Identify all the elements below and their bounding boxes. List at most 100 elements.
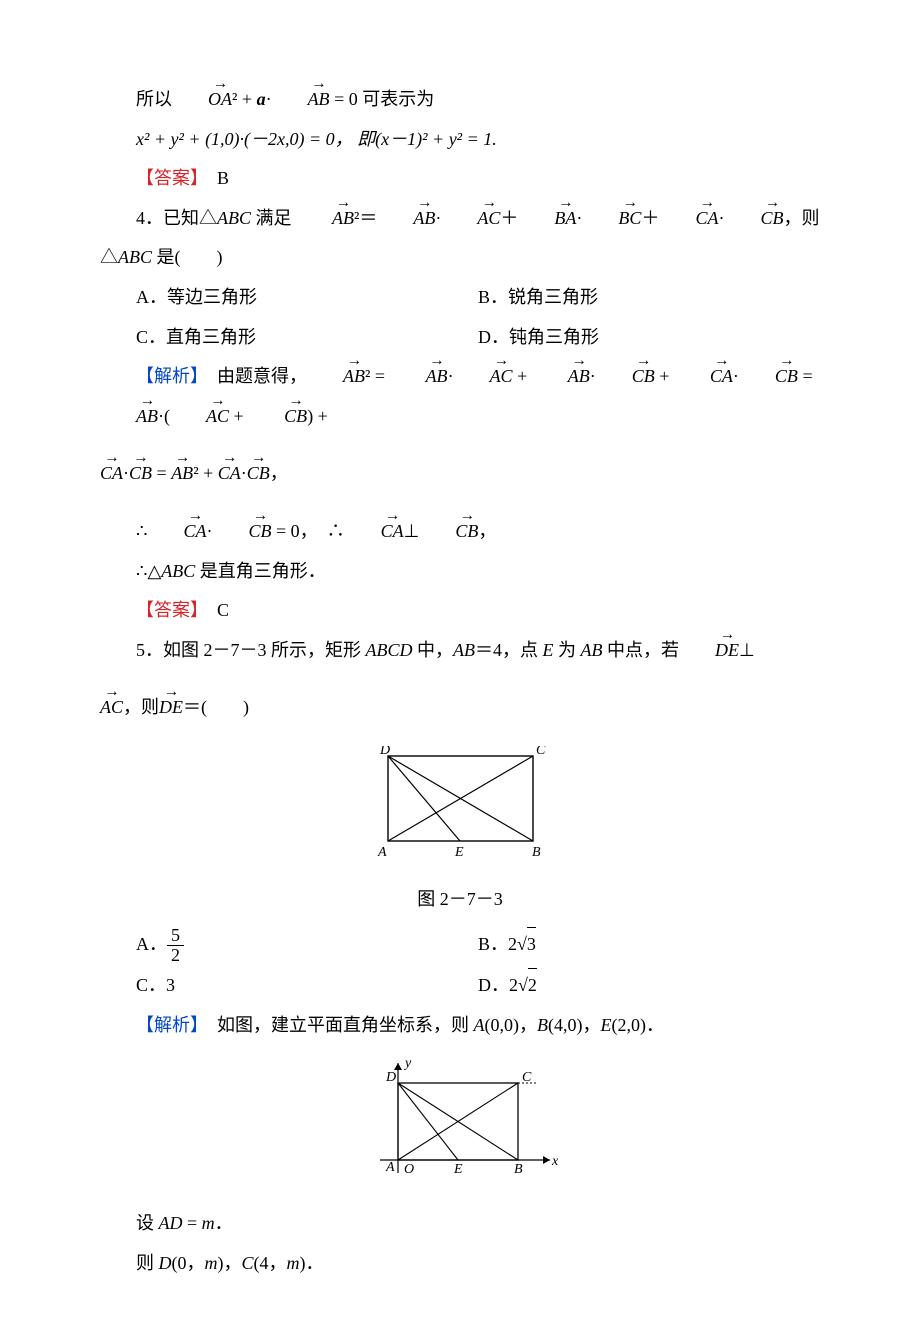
text: = 0， ∴	[271, 521, 344, 541]
text: 满足	[251, 208, 296, 228]
q4-opt-b: B．锐角三角形	[478, 278, 820, 318]
seg-de	[388, 756, 460, 841]
text: ＝4，点	[475, 640, 543, 660]
text: =	[798, 366, 813, 386]
sqrt-2: √2	[518, 966, 537, 1006]
vec-cb: CB	[724, 199, 783, 239]
text: (2,0)．	[612, 1015, 665, 1035]
text: =	[183, 1213, 202, 1233]
text: A．	[136, 934, 167, 954]
text: 如图，建立平面直角坐标系，则	[217, 1015, 474, 1035]
vec-ac: AC	[100, 688, 123, 728]
vec-ac: AC	[441, 199, 500, 239]
label-d: D	[385, 1070, 396, 1085]
text: D	[159, 1253, 172, 1273]
text: ·(	[158, 406, 170, 426]
text: 5．如图 2－7－3 所示，矩形	[136, 640, 366, 660]
text: 所以	[136, 89, 172, 109]
vec-cb: CB	[739, 357, 798, 397]
answer-value: B	[217, 168, 229, 188]
label-x: x	[551, 1154, 559, 1169]
q4-stem: 4．已知△ABC 满足 AB²＝AB·AC＋BA·BC＋CA·CB，则△ABC …	[100, 199, 820, 278]
vec-ca: CA	[674, 357, 733, 397]
text: ABC	[217, 208, 251, 228]
text: )，	[218, 1253, 242, 1273]
vec-oa: OA	[172, 80, 232, 120]
text: ，	[270, 463, 288, 483]
text: (4，	[254, 1253, 287, 1273]
y-axis-arrow	[394, 1063, 402, 1070]
text: ⊥	[404, 521, 420, 541]
vec-ab: AB	[171, 454, 193, 494]
vec-cb: CB	[596, 357, 655, 397]
text: 为	[554, 640, 581, 660]
text: 中点，若	[603, 640, 680, 660]
label-c: C	[522, 1070, 532, 1085]
analysis-label: 【解析】	[136, 1015, 199, 1035]
x-axis-arrow	[543, 1156, 550, 1164]
text: E	[543, 640, 554, 660]
vec-bc: BC	[582, 199, 641, 239]
seg-de	[398, 1083, 458, 1160]
vec-ca: CA	[345, 512, 404, 552]
vec-cb: CB	[248, 397, 307, 437]
q5-then-dc: 则 D(0，m)，C(4，m)．	[100, 1244, 820, 1284]
vec-cb: CB	[247, 454, 270, 494]
vec-ab: AB	[296, 199, 354, 239]
text: ² =	[365, 366, 390, 386]
answer-value: C	[217, 600, 229, 620]
text: ＝( )	[183, 697, 249, 717]
text: ABCD	[366, 640, 413, 660]
answer-label: 【答案】	[136, 600, 199, 620]
vec-ac: AC	[454, 357, 513, 397]
text: D．2	[478, 975, 518, 995]
text: ，则	[123, 697, 159, 717]
text: (0,0)，	[485, 1015, 538, 1035]
text: (0，	[172, 1253, 205, 1273]
text: E	[601, 1015, 612, 1035]
figure-1-caption: 图 2－7－3	[100, 880, 820, 920]
text: 则	[136, 1253, 159, 1273]
q5-opt-d: D．2√2	[478, 966, 820, 1006]
q5-stem-line1: 5．如图 2－7－3 所示，矩形 ABCD 中，AB＝4，点 E 为 AB 中点…	[100, 631, 820, 671]
text: 是( )	[152, 247, 223, 267]
vec-de: DE	[159, 688, 183, 728]
q5-options: A．52 B．2√3 C．3 D．2√2	[136, 925, 820, 1006]
q5-set-ad-m: 设 AD = m．	[100, 1204, 820, 1244]
q4-analysis-line4: ∴△ABC 是直角三角形．	[100, 552, 820, 592]
text: +	[199, 463, 218, 483]
text: (4,0)，	[548, 1015, 601, 1035]
text: 设	[136, 1213, 159, 1233]
figure-1-svg: D C A E B	[370, 746, 550, 861]
text: ＋	[641, 208, 659, 228]
label-b: B	[514, 1162, 523, 1177]
text: AB	[453, 640, 475, 660]
figure-2-svg: y x D C A O E B	[360, 1055, 560, 1185]
vec-ca: CA	[659, 199, 718, 239]
text: m	[205, 1253, 218, 1273]
vec-ab: AB	[272, 80, 330, 120]
text: ABC	[161, 561, 195, 581]
text: A	[474, 1015, 485, 1035]
q4-analysis-line1: 【解析】 由题意得，AB² = AB·AC + AB·CB + CA·CB = …	[100, 357, 820, 436]
vec-ca: CA	[218, 454, 241, 494]
text: C	[242, 1253, 254, 1273]
vec-cb: CB	[129, 454, 152, 494]
text: =	[152, 463, 171, 483]
text: )．	[300, 1253, 324, 1273]
vec-cb: CB	[212, 512, 271, 552]
vec-ab: AB	[100, 397, 158, 437]
label-a: A	[377, 845, 387, 860]
text: ，	[478, 521, 496, 541]
vec-ac: AC	[170, 397, 229, 437]
vec-ab: AB	[532, 357, 590, 397]
vec-ca: CA	[100, 454, 123, 494]
text: ) +	[307, 406, 328, 426]
text: ＋	[500, 208, 518, 228]
text: ² +	[232, 89, 257, 109]
answer-label: 【答案】	[136, 168, 199, 188]
text: +	[655, 366, 674, 386]
text: ABC	[118, 247, 152, 267]
equation: x² + y² + (1,0)·(－2x,0) = 0， 即(x－1)² + y…	[136, 129, 497, 149]
vec-ba: BA	[518, 199, 576, 239]
